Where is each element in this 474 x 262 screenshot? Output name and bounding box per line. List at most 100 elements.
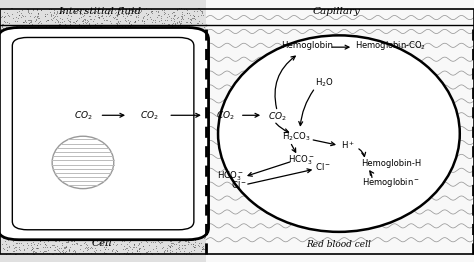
Point — [89, 66, 97, 70]
Point — [8, 110, 15, 114]
Point — [183, 190, 191, 194]
Point — [49, 210, 57, 214]
Point — [100, 244, 108, 249]
Point — [38, 33, 46, 37]
Point — [127, 53, 134, 58]
Point — [30, 38, 37, 42]
Point — [68, 242, 75, 246]
Point — [4, 150, 11, 155]
Point — [102, 220, 110, 225]
Point — [61, 237, 69, 241]
Point — [81, 13, 88, 18]
Point — [64, 137, 72, 141]
Point — [92, 231, 100, 235]
Point — [112, 221, 119, 225]
Point — [79, 170, 87, 174]
Point — [75, 123, 82, 127]
Point — [8, 190, 16, 194]
Point — [191, 237, 199, 242]
Point — [99, 134, 107, 138]
Point — [10, 93, 18, 97]
Point — [72, 107, 80, 111]
Point — [97, 62, 105, 66]
Point — [73, 138, 81, 142]
Point — [82, 170, 89, 174]
Point — [46, 251, 53, 255]
Point — [117, 227, 124, 231]
Point — [160, 123, 168, 127]
Point — [32, 231, 39, 235]
Point — [197, 134, 204, 138]
Point — [36, 43, 44, 47]
Point — [54, 198, 61, 202]
Point — [129, 138, 137, 142]
Point — [0, 130, 8, 135]
Point — [197, 13, 205, 17]
Point — [176, 62, 184, 67]
Point — [192, 211, 200, 215]
Point — [48, 61, 56, 66]
Point — [198, 43, 205, 48]
Point — [8, 27, 16, 31]
Point — [134, 66, 142, 70]
Point — [0, 117, 5, 121]
Point — [25, 144, 33, 149]
Point — [138, 40, 146, 44]
Point — [133, 184, 141, 188]
Point — [100, 181, 107, 185]
Point — [109, 15, 117, 20]
Point — [178, 56, 185, 61]
Point — [143, 210, 150, 214]
Point — [149, 166, 157, 170]
Point — [43, 228, 50, 232]
Point — [73, 199, 80, 203]
Point — [187, 17, 194, 21]
Point — [37, 192, 45, 196]
Point — [55, 83, 63, 88]
Point — [163, 40, 170, 44]
Point — [43, 73, 50, 78]
Point — [141, 80, 148, 84]
Point — [89, 246, 96, 250]
Point — [44, 18, 52, 22]
Point — [189, 242, 197, 246]
Point — [13, 69, 21, 73]
Point — [180, 231, 188, 235]
Point — [9, 133, 17, 138]
Point — [48, 166, 55, 171]
Point — [173, 156, 181, 161]
Point — [129, 228, 137, 233]
Point — [190, 102, 198, 106]
Point — [113, 219, 121, 223]
Point — [1, 84, 9, 88]
Point — [0, 146, 8, 150]
Point — [111, 15, 118, 19]
Point — [9, 56, 16, 60]
Point — [188, 211, 195, 215]
Point — [63, 16, 71, 20]
Point — [4, 204, 12, 208]
Point — [67, 62, 75, 67]
Point — [135, 142, 143, 146]
Point — [28, 190, 36, 195]
Point — [185, 26, 192, 30]
Point — [16, 39, 24, 43]
Point — [182, 102, 190, 106]
Point — [53, 209, 60, 213]
Point — [24, 157, 32, 162]
Point — [114, 85, 121, 90]
Point — [200, 55, 207, 59]
Point — [158, 219, 166, 223]
Point — [14, 10, 21, 14]
Point — [62, 127, 70, 131]
Point — [35, 180, 42, 184]
Point — [82, 211, 89, 215]
Point — [12, 46, 20, 50]
Point — [155, 105, 163, 110]
Point — [84, 27, 92, 31]
Point — [82, 7, 90, 11]
Point — [48, 169, 55, 173]
Point — [97, 14, 105, 18]
Point — [49, 234, 57, 238]
Point — [126, 127, 133, 132]
